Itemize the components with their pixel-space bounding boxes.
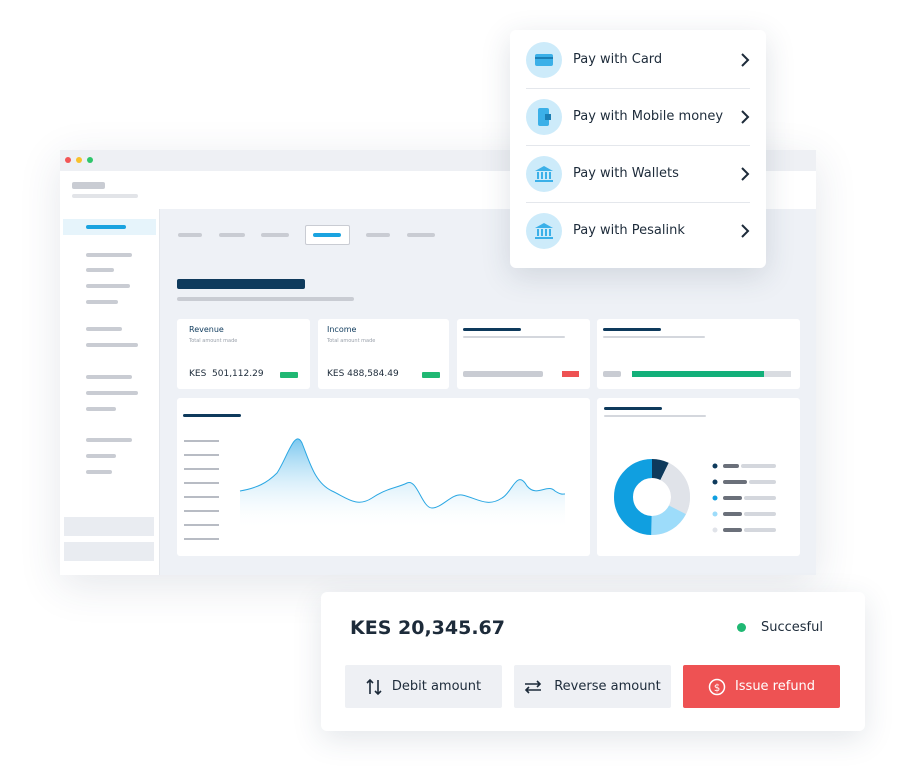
revenue-card: Revenue Total amount made KES 501,112.29 [177, 319, 310, 389]
option-label: Pay with Wallets [573, 166, 679, 181]
button-label: Reverse amount [554, 679, 661, 694]
payment-option[interactable]: Pay with Wallets [526, 145, 750, 203]
card-title: Income [327, 325, 357, 334]
refund-button[interactable]: $ Issue refund [683, 665, 840, 708]
transaction-amount: KES 20,345.67 [350, 617, 505, 639]
area-chart [184, 438, 566, 540]
card-amount: KES 501,112.29 [189, 369, 264, 379]
card-subtitle: Total amount made [189, 338, 238, 344]
debit-button[interactable]: Debit amount [345, 665, 502, 708]
option-label: Pay with Card [573, 52, 663, 67]
payment-option[interactable]: Pay with Mobile money [526, 88, 750, 146]
card-amount: KES 488,584.49 [327, 369, 399, 379]
transaction-card [321, 592, 865, 731]
card-subtitle: Total amount made [327, 338, 376, 344]
payment-menu: Pay with Card Pay with Mobile money Pay … [510, 30, 766, 268]
income-card: Income Total amount made KES 488,584.49 [318, 319, 449, 389]
payment-option[interactable]: Pay with Card [526, 31, 750, 89]
card-title: Revenue [189, 325, 224, 334]
option-label: Pay with Mobile money [573, 109, 724, 124]
option-label: Pay with Pesalink [573, 223, 685, 238]
button-label: Issue refund [734, 679, 816, 694]
sidebar [60, 209, 160, 575]
reverse-button[interactable]: Reverse amount [514, 665, 671, 708]
status-dot [737, 623, 746, 632]
button-label: Debit amount [391, 679, 482, 694]
svg-text:$: $ [714, 683, 720, 694]
donut-chart [614, 459, 776, 535]
payment-option[interactable]: Pay with Pesalink [526, 202, 750, 259]
status-label: Succesful [761, 620, 823, 635]
